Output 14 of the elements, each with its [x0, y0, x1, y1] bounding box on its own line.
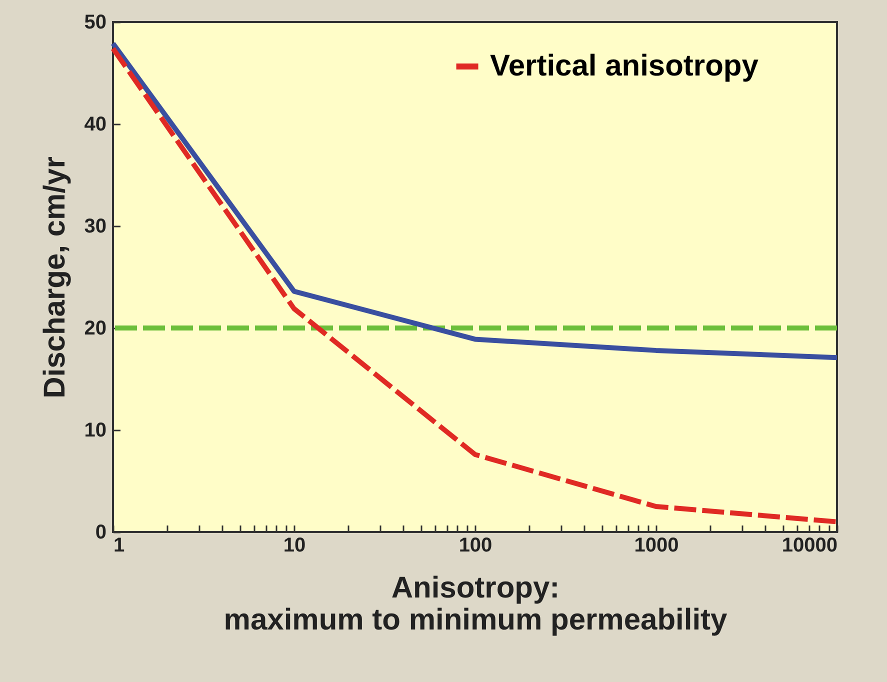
- y-tick-label: 30: [84, 216, 106, 238]
- x-tick-label: 1000: [634, 534, 679, 556]
- legend-label: Vertical anisotropy: [490, 50, 759, 82]
- x-tick-label: 10000: [782, 534, 838, 556]
- x-tick-label: 10: [283, 534, 306, 556]
- y-tick-label: 40: [84, 114, 106, 136]
- y-tick-label: 50: [84, 12, 106, 34]
- y-tick-label: 10: [84, 420, 106, 442]
- y-tick-label: 20: [84, 318, 106, 340]
- y-tick-label: 0: [95, 522, 106, 544]
- x-tick-label: 100: [458, 534, 492, 556]
- x-axis-title: Anisotropy: maximum to minimum permeability: [224, 572, 728, 636]
- y-axis-title: Discharge, cm/yr: [38, 156, 72, 398]
- x-tick-label: 1: [114, 534, 125, 556]
